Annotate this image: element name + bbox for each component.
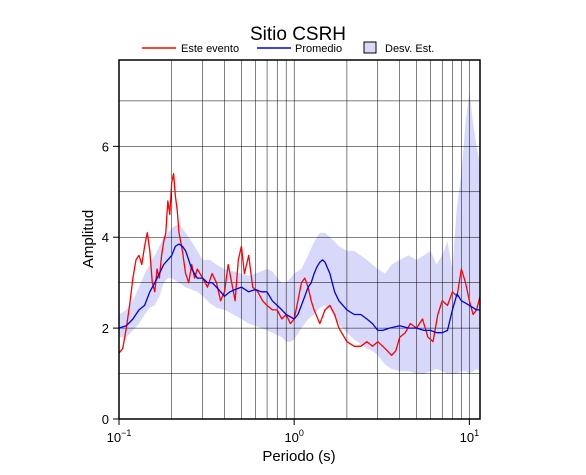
plot-area (118, 59, 481, 420)
legend-swatch (363, 41, 377, 54)
series-layer (118, 172, 481, 357)
y-tick-label: 2 (102, 321, 109, 336)
x-tick-label: 100 (284, 428, 303, 445)
legend-label: Este evento (181, 43, 239, 55)
plot-frame (118, 59, 481, 420)
x-axis: 10−1 100 101 (107, 419, 479, 445)
x-tick-label: 10−1 (107, 428, 132, 445)
y-tick-label: 6 (102, 139, 109, 154)
legend: Este evento Promedio Desv. Est. (142, 41, 434, 55)
x-axis-label: Periodo (s) (262, 448, 335, 465)
chart-title: Sitio CSRH (250, 24, 346, 45)
y-tick-label: 0 (102, 412, 109, 427)
std-dev-band-layer (119, 91, 480, 374)
series-line-este-evento (118, 172, 481, 357)
legend-label: Desv. Est. (385, 43, 434, 55)
y-tick-label: 4 (102, 230, 109, 245)
series-line-promedio (118, 243, 480, 334)
y-axis-label: Amplitud (80, 210, 97, 268)
legend-label: Promedio (295, 43, 342, 55)
y-axis: 0 2 4 6 (102, 139, 119, 427)
std-dev-band (119, 91, 480, 374)
x-tick-label: 101 (460, 428, 479, 445)
